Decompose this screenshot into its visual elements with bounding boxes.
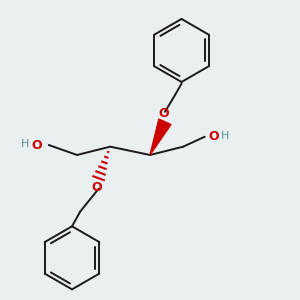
Text: O: O — [92, 181, 102, 194]
Text: O: O — [31, 139, 41, 152]
Polygon shape — [150, 119, 171, 155]
Text: O: O — [158, 107, 169, 120]
Text: H: H — [21, 140, 29, 149]
Text: O: O — [209, 130, 219, 143]
Text: H: H — [221, 131, 230, 141]
